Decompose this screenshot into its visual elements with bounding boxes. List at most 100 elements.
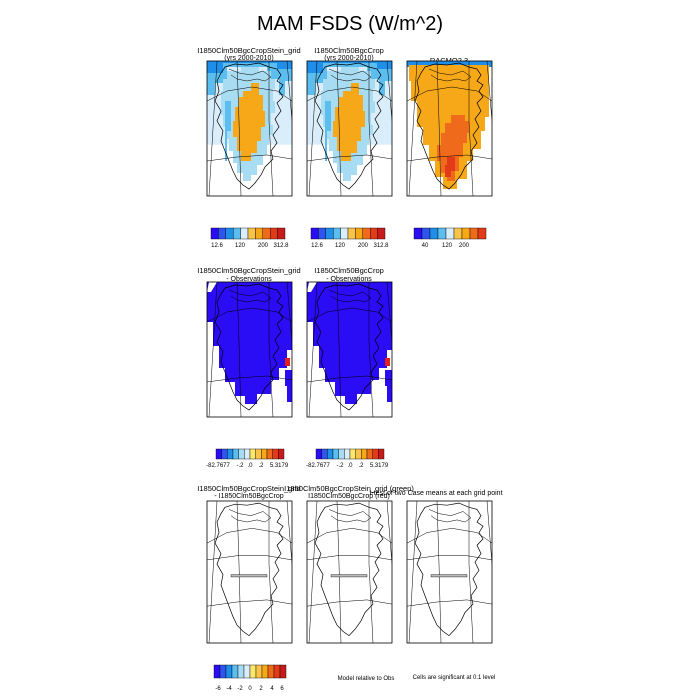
graticule-line — [386, 282, 392, 343]
gap-cell — [307, 282, 317, 292]
map-layer — [407, 61, 492, 196]
graticule-line — [207, 154, 292, 162]
positive-bias-cell — [285, 358, 290, 366]
colorbar-cell — [372, 448, 379, 460]
colorbar-row1-a-ticks: 12.6 120 200 312.8 — [211, 243, 289, 249]
colorbar-row1-b — [310, 227, 386, 240]
tick-label: 312.8 — [273, 243, 289, 249]
graticule-line — [208, 61, 218, 196]
graticule-line — [407, 154, 492, 162]
colorbar-cell — [469, 227, 479, 240]
colorbar-cell — [273, 664, 281, 679]
significance-bar — [430, 574, 468, 578]
panel-racmo-map — [406, 60, 493, 197]
colorbar-cell — [333, 227, 341, 240]
colorbar-cell — [453, 227, 463, 240]
graticule-line — [486, 61, 492, 122]
colorbar-cell — [362, 227, 371, 240]
tick-label: .0 — [347, 463, 353, 469]
graticule-line — [308, 61, 318, 196]
colorbar-cell — [272, 448, 279, 460]
panel-stein-minus-obs-map — [206, 281, 293, 418]
panel-model-diff-map — [206, 500, 293, 644]
graticule-line — [386, 501, 392, 565]
colorbar-cell — [221, 448, 228, 460]
colorbar-cell — [255, 227, 263, 240]
colorbar-cell — [232, 448, 239, 460]
colorbar-cell — [318, 227, 326, 240]
tick-label: 2 — [259, 686, 263, 692]
coastline-detail — [228, 509, 272, 523]
coastline — [214, 62, 284, 190]
colorbar-cell — [437, 227, 447, 240]
colorbar-cell — [247, 227, 256, 240]
map-frame — [406, 60, 493, 197]
colorbar-cell — [225, 664, 233, 679]
colorbar-row2-a — [215, 448, 285, 460]
coastline — [214, 283, 284, 411]
coastline-detail — [328, 68, 372, 82]
colorbar-cell — [240, 227, 249, 240]
colorbar-cell — [366, 448, 373, 460]
tick-label: 120 — [335, 243, 346, 249]
graticule-line — [336, 61, 342, 196]
colorbar-cell — [277, 227, 286, 240]
graticule-line — [207, 555, 292, 561]
tick-label: .2 — [258, 463, 264, 469]
map-layer — [207, 61, 292, 196]
coastline-detail — [428, 509, 472, 523]
note-cells-significant: Cells are significant at 0.1 level — [413, 675, 496, 681]
graticule-line — [207, 86, 292, 102]
colorbar-cell — [270, 227, 278, 240]
map-background — [407, 501, 492, 643]
positive-bias-cell — [385, 358, 390, 366]
coastline — [414, 502, 484, 637]
coastline — [414, 62, 484, 190]
colorbar-cell — [266, 448, 273, 460]
map-frame — [206, 281, 293, 418]
graticule-line — [408, 61, 418, 196]
graticule-line — [336, 501, 342, 643]
tick-label: -82.7677 — [206, 463, 230, 469]
colorbar-cell — [325, 227, 334, 240]
tick-label: -82.7677 — [306, 463, 330, 469]
graticule-line — [207, 528, 292, 544]
panel5-title-line2: - Observations — [326, 276, 372, 283]
graticule-line — [368, 282, 374, 417]
graticule-line — [307, 86, 392, 102]
colorbar-cell — [361, 448, 368, 460]
colorbar-cell — [355, 448, 362, 460]
panel-stein-grid-map — [206, 60, 293, 197]
tick-label: 312.8 — [373, 243, 389, 249]
tick-label: 200 — [459, 243, 470, 249]
graticule-line — [286, 61, 292, 122]
map-layer — [207, 282, 292, 417]
graticule-line — [308, 501, 318, 643]
colorbar-cell — [378, 448, 385, 460]
interior-high-flux-fill — [233, 83, 265, 161]
gap-cell — [207, 282, 217, 292]
colorbar-cell — [279, 664, 287, 679]
colorbar-row1-c — [413, 227, 487, 240]
graticule-line — [207, 375, 292, 383]
colorbar-cell — [261, 448, 268, 460]
graticule-line — [368, 501, 374, 643]
panel3-title: RACMO2.3 — [430, 56, 468, 65]
panel4-title-line2: - Observations — [226, 276, 272, 283]
map-layer — [207, 501, 292, 643]
colorbar-cell — [278, 448, 285, 460]
graticule-line — [407, 555, 492, 561]
colorbar-cell — [370, 227, 378, 240]
colorbar-row3-ticks: -6 -4 -2 0 2 4 6 — [215, 686, 284, 692]
map-layer — [407, 501, 492, 643]
coastline — [314, 62, 384, 190]
graticule-line — [386, 61, 392, 122]
coastline-detail — [328, 289, 372, 303]
colorbar-cell — [310, 227, 319, 240]
panel2-title-line1: I1850Clm50BgcCrop — [314, 46, 384, 55]
map-layer — [307, 282, 392, 417]
south-east-orange-fill — [437, 115, 469, 181]
map-frame — [306, 60, 393, 197]
tick-label: 6 — [280, 686, 284, 692]
tick-label: .2 — [358, 463, 364, 469]
